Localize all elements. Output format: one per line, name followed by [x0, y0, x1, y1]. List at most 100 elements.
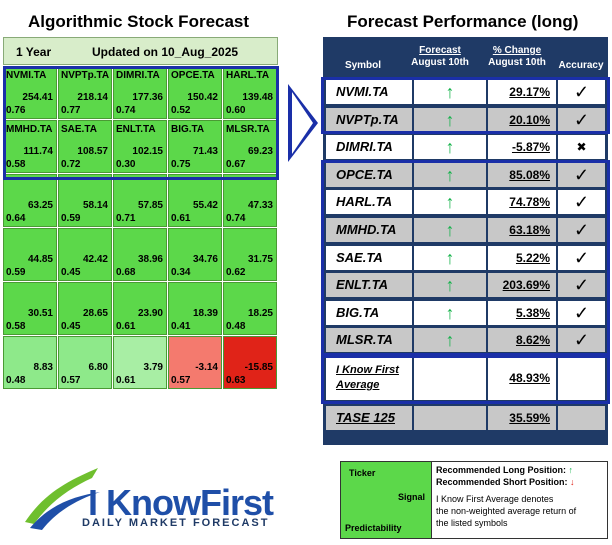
cross-icon: ✖: [558, 135, 605, 160]
grid-cell-predictability: 0.76: [6, 105, 26, 116]
grid-cell-signal: 63.25: [27, 200, 53, 211]
grid-cell-predictability: 0.48: [226, 321, 246, 332]
grid-cell-signal: 57.85: [137, 200, 163, 211]
grid-cell: 38.96 0.68: [113, 228, 167, 281]
col-forecast: Forecast August 10th: [405, 45, 475, 69]
updated-label: Updated on 10_Aug_2025: [92, 45, 239, 59]
grid-cell: ENLT.TA 102.15 0.30: [113, 120, 167, 173]
table-row: MMHD.TA ↑ 63.18% ✓: [323, 216, 608, 244]
grid-cell: 18.25 0.48: [223, 282, 277, 335]
row-change: -5.87%: [488, 135, 556, 160]
row-symbol: NVMI.TA: [326, 80, 412, 104]
legend-note-line1: I Know First Average denotes: [436, 494, 554, 504]
grid-cell-signal: 139.48: [242, 92, 273, 103]
average-label-line1: I Know First: [336, 364, 399, 376]
grid-cell: 28.65 0.45: [58, 282, 112, 335]
grid-cell: 3.79 0.61: [113, 336, 167, 389]
forecast-up-arrow-icon: ↑: [414, 135, 486, 160]
grid-cell-signal: -15.85: [244, 362, 273, 373]
forecast-up-arrow-icon: ↑: [414, 80, 486, 104]
row-change: 29.17%: [488, 80, 556, 104]
legend-long-label: Recommended Long Position:: [436, 465, 567, 475]
tase-row: TASE 125 35.59%: [323, 404, 608, 432]
grid-cell: BIG.TA 71.43 0.75: [168, 120, 222, 173]
grid-cell-signal: 42.42: [82, 254, 108, 265]
legend-note-line2: the non-weighted average return of: [436, 506, 577, 516]
grid-cell-signal: 18.39: [192, 308, 218, 319]
grid-cell-signal: 69.23: [247, 146, 273, 157]
grid-cell-predictability: 0.57: [61, 375, 81, 386]
table-row: NVMI.TA ↑ 29.17% ✓: [323, 78, 608, 106]
legend-short: Recommended Short Position: ↓: [436, 477, 575, 487]
grid-cell-symbol: NVPTp.TA: [61, 70, 110, 81]
table-row: SAE.TA ↑ 5.22% ✓: [323, 244, 608, 272]
grid-cell-predictability: 0.72: [61, 159, 81, 170]
grid-cell-signal: -3.14: [195, 362, 218, 373]
legend-cell-sample: Ticker Signal Predictability: [341, 462, 432, 538]
legend-note-line3: the listed symbols: [436, 518, 508, 528]
grid-cell-symbol: BIG.TA: [171, 124, 205, 135]
grid-cell-signal: 254.41: [22, 92, 53, 103]
legend-predictability: Predictability: [345, 523, 402, 533]
tase-acc-blank: [558, 406, 605, 430]
check-icon: ✓: [558, 80, 605, 104]
grid-cell-symbol: MMHD.TA: [6, 124, 53, 135]
row-change: 5.38%: [488, 300, 556, 325]
grid-cell: -3.14 0.57: [168, 336, 222, 389]
grid-cell-signal: 44.85: [27, 254, 53, 265]
forecast-up-arrow-icon: ↑: [414, 273, 486, 298]
forecast-up-arrow-icon: ↑: [414, 300, 486, 325]
grid-cell-symbol: MLSR.TA: [226, 124, 270, 135]
grid-cell-predictability: 0.71: [116, 213, 136, 224]
row-change: 20.10%: [488, 107, 556, 132]
long-arrow-icon: ↑: [568, 465, 574, 475]
horizon-label: 1 Year: [16, 45, 52, 59]
grid-cell-predictability: 0.52: [171, 105, 191, 116]
grid-cell-predictability: 0.74: [226, 213, 246, 224]
row-change: 203.69%: [488, 273, 556, 298]
row-symbol: HARL.TA: [326, 190, 412, 215]
grid-cell-predictability: 0.48: [6, 375, 26, 386]
grid-cell: 18.39 0.41: [168, 282, 222, 335]
grid-cell-signal: 111.74: [23, 146, 53, 157]
right-highlight-2: [321, 160, 610, 356]
check-icon: ✓: [558, 218, 605, 242]
grid-cell-predictability: 0.58: [6, 159, 26, 170]
row-symbol: ENLT.TA: [326, 273, 412, 298]
grid-cell: MMHD.TA 111.74 0.58: [3, 120, 57, 173]
logo-swoosh-icon: [25, 468, 100, 530]
grid-cell-predictability: 0.30: [116, 159, 136, 170]
grid-cell: 57.85 0.71: [113, 174, 167, 227]
grid-cell-signal: 218.14: [77, 92, 108, 103]
grid-cell-signal: 102.15: [132, 146, 163, 157]
row-change: 63.18%: [488, 218, 556, 242]
right-highlight-3: [321, 355, 610, 404]
grid-cell-predictability: 0.74: [116, 105, 136, 116]
grid-cell-symbol: NVMI.TA: [6, 70, 47, 81]
average-blank: [414, 357, 486, 400]
check-icon: ✓: [558, 190, 605, 215]
short-arrow-icon: ↓: [570, 477, 575, 487]
forecast-up-arrow-icon: ↑: [414, 190, 486, 215]
logo-brand: I KnowFirst: [88, 482, 274, 523]
grid-cell: 23.90 0.61: [113, 282, 167, 335]
grid-cell-symbol: DIMRI.TA: [116, 70, 160, 81]
pointer-arrow-icon: [288, 84, 318, 162]
average-label: I Know First Average: [326, 357, 412, 400]
check-icon: ✓: [558, 328, 605, 353]
grid-cell: SAE.TA 108.57 0.72: [58, 120, 112, 173]
grid-cell: 31.75 0.62: [223, 228, 277, 281]
grid-cell-signal: 71.43: [192, 146, 218, 157]
grid-cell-predictability: 0.77: [61, 105, 81, 116]
grid-cell: 44.85 0.59: [3, 228, 57, 281]
check-icon: ✓: [558, 245, 605, 270]
right-title: Forecast Performance (long): [347, 12, 579, 31]
grid-cell-symbol: OPCE.TA: [171, 70, 215, 81]
average-row: I Know First Average 48.93%: [323, 355, 608, 402]
grid-cell: 63.25 0.64: [3, 174, 57, 227]
grid-cell-signal: 3.79: [143, 362, 163, 373]
grid-cell-signal: 30.51: [27, 308, 53, 319]
table-row: DIMRI.TA ↑ -5.87% ✖: [323, 133, 608, 161]
grid-cell: 30.51 0.58: [3, 282, 57, 335]
grid-cell: 58.14 0.59: [58, 174, 112, 227]
